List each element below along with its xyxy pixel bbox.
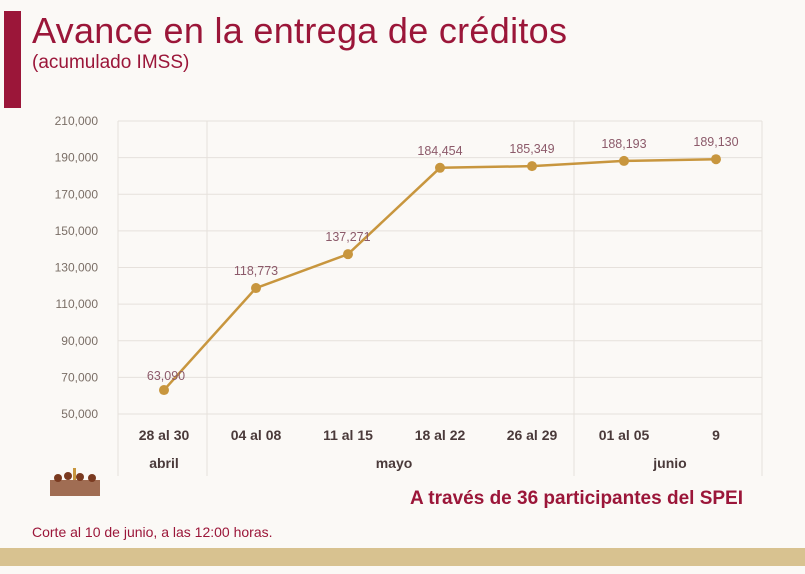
data-point	[619, 155, 629, 166]
x-tick-label: 26 al 29	[507, 427, 558, 443]
page-subtitle: (acumulado IMSS)	[32, 52, 190, 73]
y-tick-label: 50,000	[61, 407, 98, 421]
footer-band	[0, 548, 805, 566]
data-label: 184,454	[417, 144, 462, 158]
data-point	[527, 161, 537, 172]
x-tick-label: 04 al 08	[231, 427, 282, 443]
participants-note: A través de 36 participantes del SPEI	[410, 488, 743, 509]
y-tick-label: 150,000	[55, 224, 99, 238]
data-label: 188,193	[601, 137, 646, 151]
x-tick-label: 28 al 30	[139, 427, 190, 443]
cutoff-note: Corte al 10 de junio, a las 12:00 horas.	[32, 524, 273, 540]
data-point	[343, 249, 353, 260]
y-tick-label: 110,000	[56, 297, 99, 311]
data-label: 63,090	[147, 369, 185, 383]
data-label: 185,349	[509, 142, 554, 156]
page-title: Avance en la entrega de créditos	[32, 10, 568, 51]
x-tick-label: 9	[712, 427, 720, 443]
data-label: 189,130	[693, 135, 738, 149]
data-point	[159, 385, 169, 396]
y-tick-label: 130,000	[55, 261, 99, 275]
x-tick-label: 01 al 05	[599, 427, 650, 443]
y-tick-label: 170,000	[55, 187, 99, 201]
y-tick-label: 190,000	[55, 151, 99, 165]
data-label: 118,773	[234, 264, 278, 278]
x-tick-label: 18 al 22	[415, 427, 466, 443]
x-group-label: mayo	[376, 455, 413, 471]
accent-bar	[4, 11, 21, 108]
government-logo-icon	[50, 468, 100, 496]
data-point	[251, 283, 261, 294]
y-tick-label: 70,000	[61, 370, 98, 384]
x-group-label: abril	[149, 455, 179, 471]
x-tick-label: 11 al 15	[323, 427, 373, 443]
data-label: 137,271	[325, 230, 370, 244]
y-tick-label: 90,000	[61, 334, 98, 348]
data-point	[711, 154, 721, 165]
y-tick-label: 210,000	[55, 114, 99, 128]
data-point	[435, 162, 445, 173]
x-group-label: junio	[652, 455, 686, 471]
